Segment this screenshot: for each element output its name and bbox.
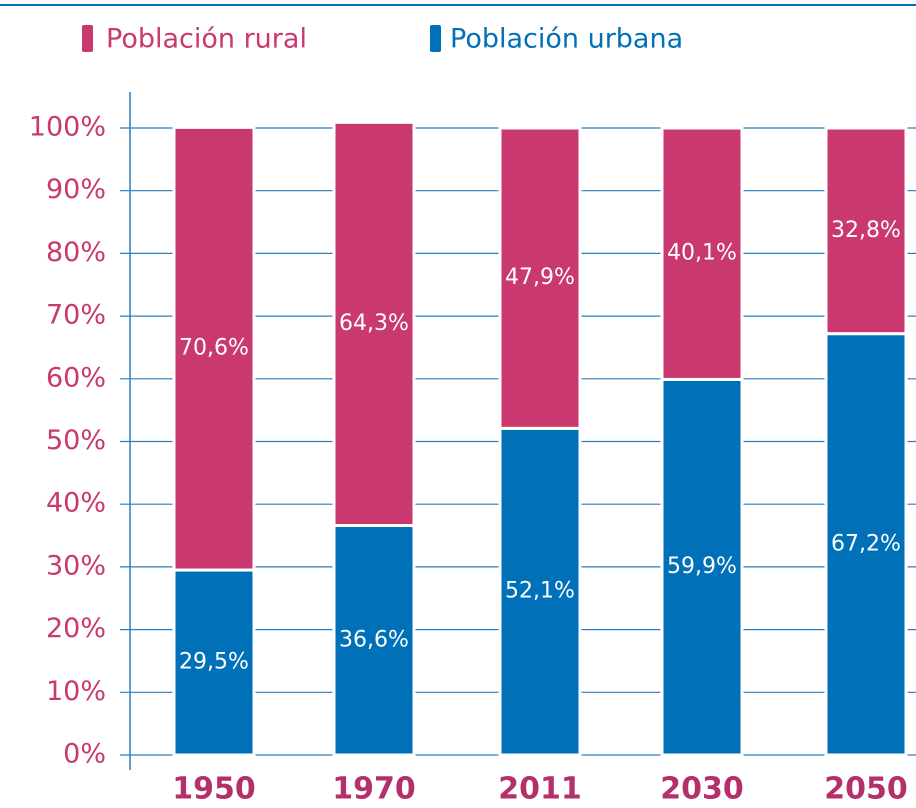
y-tick-label: 40% bbox=[46, 488, 106, 519]
y-tick-label: 100% bbox=[29, 112, 106, 143]
bar-segment bbox=[824, 332, 908, 757]
bar-segment bbox=[498, 126, 582, 430]
y-tick-label: 10% bbox=[46, 676, 106, 707]
x-tick-label: 2050 bbox=[824, 772, 908, 807]
bar-segment bbox=[660, 126, 744, 381]
x-tick-label: 1950 bbox=[172, 772, 256, 807]
x-tick-label: 2011 bbox=[498, 772, 582, 807]
data-label: 64,3% bbox=[339, 311, 409, 336]
x-tick-label: 1970 bbox=[332, 772, 416, 807]
bar-segment bbox=[332, 524, 416, 757]
data-label: 59,9% bbox=[667, 554, 737, 579]
data-label: 29,5% bbox=[179, 650, 249, 675]
y-tick-label: 80% bbox=[46, 237, 106, 268]
data-label: 52,1% bbox=[505, 579, 575, 604]
legend-label: Población urbana bbox=[450, 24, 683, 55]
y-tick-label: 60% bbox=[46, 362, 106, 393]
y-tick-label: 30% bbox=[46, 550, 106, 581]
data-label: 40,1% bbox=[667, 241, 737, 266]
bar-segment bbox=[172, 125, 256, 572]
data-label: 47,9% bbox=[505, 265, 575, 290]
data-label: 70,6% bbox=[179, 336, 249, 361]
bar-segment bbox=[660, 377, 744, 757]
y-tick-label: 0% bbox=[63, 739, 106, 770]
data-label: 36,6% bbox=[339, 627, 409, 652]
bar-segment bbox=[332, 120, 416, 528]
data-label: 67,2% bbox=[831, 531, 901, 556]
bar-segment bbox=[172, 568, 256, 757]
bar-segment bbox=[824, 126, 908, 336]
x-tick-label: 2030 bbox=[660, 772, 744, 807]
legend-swatch bbox=[430, 25, 441, 52]
y-tick-label: 70% bbox=[46, 300, 106, 331]
data-label: 32,8% bbox=[831, 218, 901, 243]
y-tick-label: 50% bbox=[46, 425, 106, 456]
legend-swatch bbox=[82, 25, 93, 52]
legend-label: Población rural bbox=[106, 24, 307, 55]
y-tick-label: 20% bbox=[46, 613, 106, 644]
y-tick-label: 90% bbox=[46, 174, 106, 205]
bar-segment bbox=[498, 426, 582, 757]
